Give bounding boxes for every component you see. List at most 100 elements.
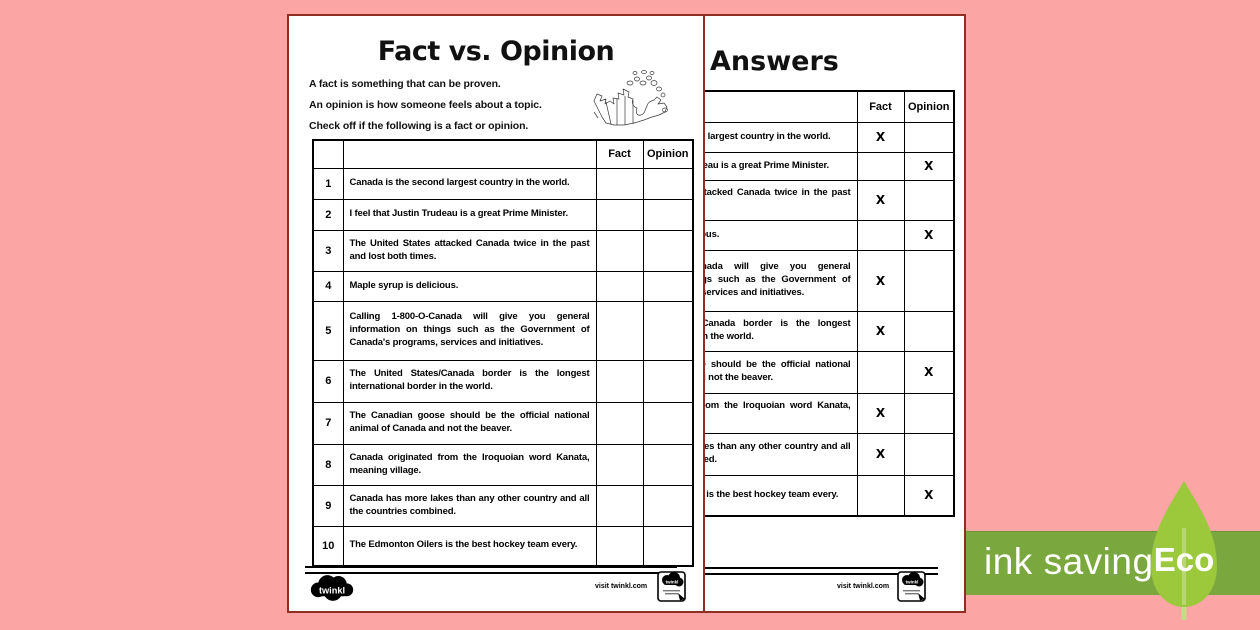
eco-badge-label: Eco xyxy=(1153,541,1215,578)
fact-check-cell[interactable] xyxy=(595,270,644,302)
opinion-check-cell[interactable] xyxy=(642,484,694,527)
answers-title: Answers xyxy=(710,46,839,77)
opinion-check-cell[interactable] xyxy=(642,270,694,302)
opinion-check-cell[interactable] xyxy=(642,525,694,567)
statement-text: Calling 1-800-O-Canada will give you gen… xyxy=(342,300,597,361)
answer-opinion-cell: X xyxy=(903,151,955,181)
instructions: A fact is something that can be proven. … xyxy=(309,78,584,141)
answer-opinion-cell xyxy=(903,432,955,476)
header-opinion: Opinion xyxy=(642,139,694,169)
row-number: 1 xyxy=(312,167,344,200)
answer-fact-cell: X xyxy=(856,392,905,434)
visit-twinkl-link: visit twinkl.com xyxy=(837,583,890,590)
answer-fact-cell xyxy=(856,474,905,517)
row-number: 10 xyxy=(312,525,344,567)
statement-text: I feel that Justin Trudeau is a great Pr… xyxy=(342,198,597,231)
fact-check-cell[interactable] xyxy=(595,167,644,200)
opinion-check-cell[interactable] xyxy=(642,359,694,403)
statement-text: Maple syrup is delicious. xyxy=(342,270,597,302)
instruction-line: An opinion is how someone feels about a … xyxy=(309,99,542,111)
header-statement-cell xyxy=(342,139,597,169)
visit-twinkl-link: visit twinkl.com xyxy=(595,583,648,590)
answer-opinion-cell: X xyxy=(903,350,955,394)
answer-opinion-cell: X xyxy=(903,474,955,517)
statement-text: The United States attacked Canada twice … xyxy=(342,229,597,272)
answer-opinion-cell xyxy=(903,121,955,153)
statement-text: Canada has more lakes than any other cou… xyxy=(342,484,597,527)
fact-check-cell[interactable] xyxy=(595,484,644,527)
header-fact: Fact xyxy=(856,90,905,123)
opinion-check-cell[interactable] xyxy=(642,229,694,272)
fact-check-cell[interactable] xyxy=(595,229,644,272)
fact-check-cell[interactable] xyxy=(595,443,644,486)
opinion-check-cell[interactable] xyxy=(642,443,694,486)
twinkl-quality-badge: twinkl xyxy=(657,571,686,602)
answer-opinion-cell xyxy=(903,310,955,352)
opinion-check-cell[interactable] xyxy=(642,198,694,231)
fact-check-cell[interactable] xyxy=(595,198,644,231)
row-number: 5 xyxy=(312,300,344,361)
svg-text:twinkl: twinkl xyxy=(319,586,345,596)
row-number: 4 xyxy=(312,270,344,302)
answer-fact-cell xyxy=(856,219,905,251)
fact-check-cell[interactable] xyxy=(595,401,644,445)
twinkl-quality-badge: twinkl xyxy=(897,571,926,602)
row-number: 9 xyxy=(312,484,344,527)
row-number: 7 xyxy=(312,401,344,445)
eco-leaf-icon xyxy=(1151,481,1217,620)
header-opinion: Opinion xyxy=(903,90,955,123)
instruction-line: A fact is something that can be proven. xyxy=(309,78,501,90)
svg-text:twinkl: twinkl xyxy=(906,580,919,585)
statement-text: The United States/Canada border is the l… xyxy=(342,359,597,403)
row-number: 3 xyxy=(312,229,344,272)
answer-fact-cell: X xyxy=(856,310,905,352)
statement-text: Canada originated from the Iroquoian wor… xyxy=(342,443,597,486)
answer-fact-cell: X xyxy=(856,121,905,153)
ink-saving-banner: ink saving xyxy=(966,531,1260,595)
twinkl-logo: twinkl xyxy=(310,575,354,601)
worksheet-table: Fact Opinion 1 Canada is the second large… xyxy=(312,139,694,567)
fact-check-cell[interactable] xyxy=(595,300,644,361)
table-row: 4 Maple syrup is delicious. xyxy=(312,270,694,302)
opinion-check-cell[interactable] xyxy=(642,401,694,445)
header-fact: Fact xyxy=(595,139,644,169)
answer-fact-cell: X xyxy=(856,432,905,476)
answer-fact-cell: X xyxy=(856,249,905,312)
statement-text: Canada is the second largest country in … xyxy=(342,167,597,200)
fact-check-cell[interactable] xyxy=(595,525,644,567)
row-number: 2 xyxy=(312,198,344,231)
ink-saving-label: ink saving xyxy=(984,541,1154,582)
answer-opinion-cell xyxy=(903,179,955,221)
row-number: 6 xyxy=(312,359,344,403)
answer-fact-cell xyxy=(856,350,905,394)
statement-text: The Canadian goose should be the officia… xyxy=(342,401,597,445)
footer-divider xyxy=(566,567,938,575)
worksheet-title: Fact vs. Opinion xyxy=(377,36,615,67)
statement-text: The Edmonton Oilers is the best hockey t… xyxy=(342,525,597,567)
answer-opinion-cell xyxy=(903,249,955,312)
answer-opinion-cell: X xyxy=(903,219,955,251)
answer-opinion-cell xyxy=(903,392,955,434)
footer-divider xyxy=(305,566,677,574)
worksheet-page: Fact vs. Opinion A fact is something tha… xyxy=(287,14,705,613)
answer-fact-cell xyxy=(856,151,905,181)
opinion-check-cell[interactable] xyxy=(642,167,694,200)
answer-fact-cell: X xyxy=(856,179,905,221)
svg-text:twinkl: twinkl xyxy=(666,580,679,585)
header-number-cell xyxy=(312,139,344,169)
canada-map-illustration xyxy=(593,70,668,126)
fact-check-cell[interactable] xyxy=(595,359,644,403)
opinion-check-cell[interactable] xyxy=(642,300,694,361)
instruction-line: Check off if the following is a fact or … xyxy=(309,120,529,132)
